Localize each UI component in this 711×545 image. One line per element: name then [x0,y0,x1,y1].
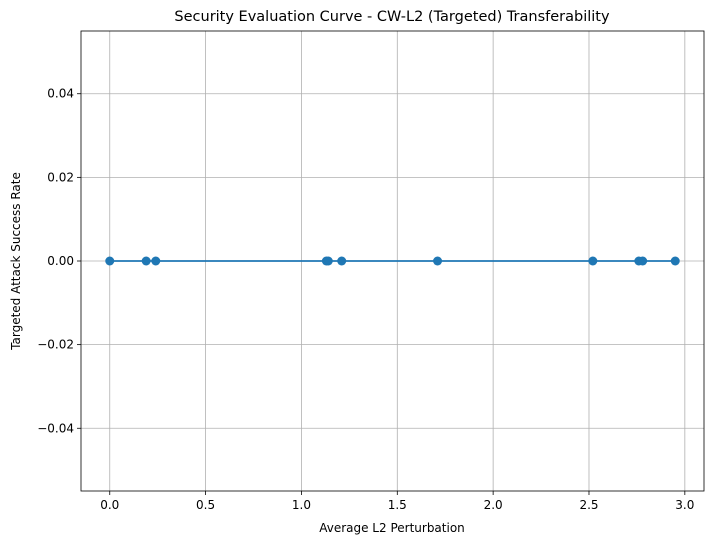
x-axis-label: Average L2 Perturbation [319,521,465,535]
data-point [433,256,443,266]
x-tick-label: 0.5 [196,498,215,512]
x-tick-label: 3.0 [675,498,694,512]
y-tick-label: 0.02 [47,170,74,184]
data-point [323,256,333,266]
x-tick-label: 0.0 [100,498,119,512]
data-point [141,256,151,266]
x-tick-label: 2.0 [484,498,503,512]
y-tick-label: 0.04 [47,87,74,101]
y-axis-label: Targeted Attack Success Rate [9,172,23,351]
chart-title: Security Evaluation Curve - CW-L2 (Targe… [174,9,610,25]
data-point [337,256,347,266]
data-point [588,256,598,266]
data-point [151,256,161,266]
series-group [105,256,680,266]
x-axis: 0.0 0.5 1.0 1.5 2.0 2.5 3.0 [100,491,694,512]
x-tick-label: 1.0 [292,498,311,512]
y-tick-label: −0.02 [37,338,74,352]
data-point [670,256,680,266]
y-tick-label: −0.04 [37,421,74,435]
y-axis: −0.04 −0.02 0.00 0.02 0.04 [37,87,81,435]
data-point [638,256,648,266]
x-tick-label: 1.5 [388,498,407,512]
data-point [105,256,115,266]
x-tick-label: 2.5 [579,498,598,512]
y-tick-label: 0.00 [47,254,74,268]
